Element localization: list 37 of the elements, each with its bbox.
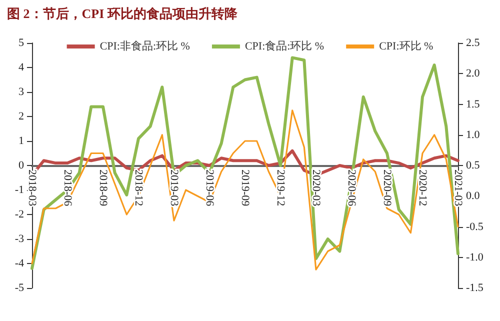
y2-tick-label: 2.5 [466, 37, 480, 49]
y-tick-label: -2 [14, 208, 24, 220]
y-tick-label: -1 [14, 184, 24, 196]
y2-tick-label: 0.0 [466, 190, 480, 202]
x-tick-label: 2020-03 [310, 170, 322, 207]
x-tick-label: 2020-12 [416, 170, 428, 206]
x-tick-label: 2019-09 [239, 170, 251, 207]
x-tick-label: 2019-03 [168, 170, 180, 207]
legend-label: CPI:非食品:环比 % [100, 40, 190, 52]
y2-tick-label: -1.5 [466, 282, 484, 294]
y2-tick-label: 1.0 [466, 128, 480, 141]
y-tick-label: 3 [18, 86, 24, 98]
x-tick-label: 2018-12 [132, 170, 144, 206]
y-tick-label: 2 [18, 110, 24, 122]
y2-tick-label: 0.5 [466, 160, 480, 172]
y-tick-label: 1 [18, 135, 24, 147]
x-tick-label: 2019-06 [204, 170, 216, 207]
y2-tick-label: 1.5 [466, 98, 480, 110]
y-tick-label: 4 [18, 62, 24, 74]
x-tick-label: 2020-06 [346, 170, 358, 207]
y-tick-label: 5 [18, 37, 24, 49]
y2-tick-label: -0.5 [466, 220, 484, 233]
y-tick-label: 0 [18, 160, 24, 172]
legend-label: CPI:食品:环比 % [244, 40, 324, 52]
x-tick-label: 2018-06 [62, 170, 74, 207]
y-tick-label: -3 [14, 233, 24, 245]
x-tick-label: 2020-09 [381, 170, 393, 207]
x-tick-label: 2018-09 [97, 170, 109, 207]
y2-tick-label: -1.0 [466, 251, 484, 264]
x-tick-label: 2019-12 [274, 170, 286, 206]
y2-tick-label: 2.0 [466, 68, 480, 80]
x-tick-label: 2018-03 [26, 170, 38, 207]
legend-label: CPI:环比 % [379, 40, 434, 52]
y-tick-label: -4 [14, 258, 24, 270]
y-tick-label: -5 [14, 282, 24, 294]
chart-title: 图 2：节后，CPI 环比的食品项由升转降 [7, 6, 238, 21]
x-tick-label: 2021-03 [452, 170, 464, 207]
